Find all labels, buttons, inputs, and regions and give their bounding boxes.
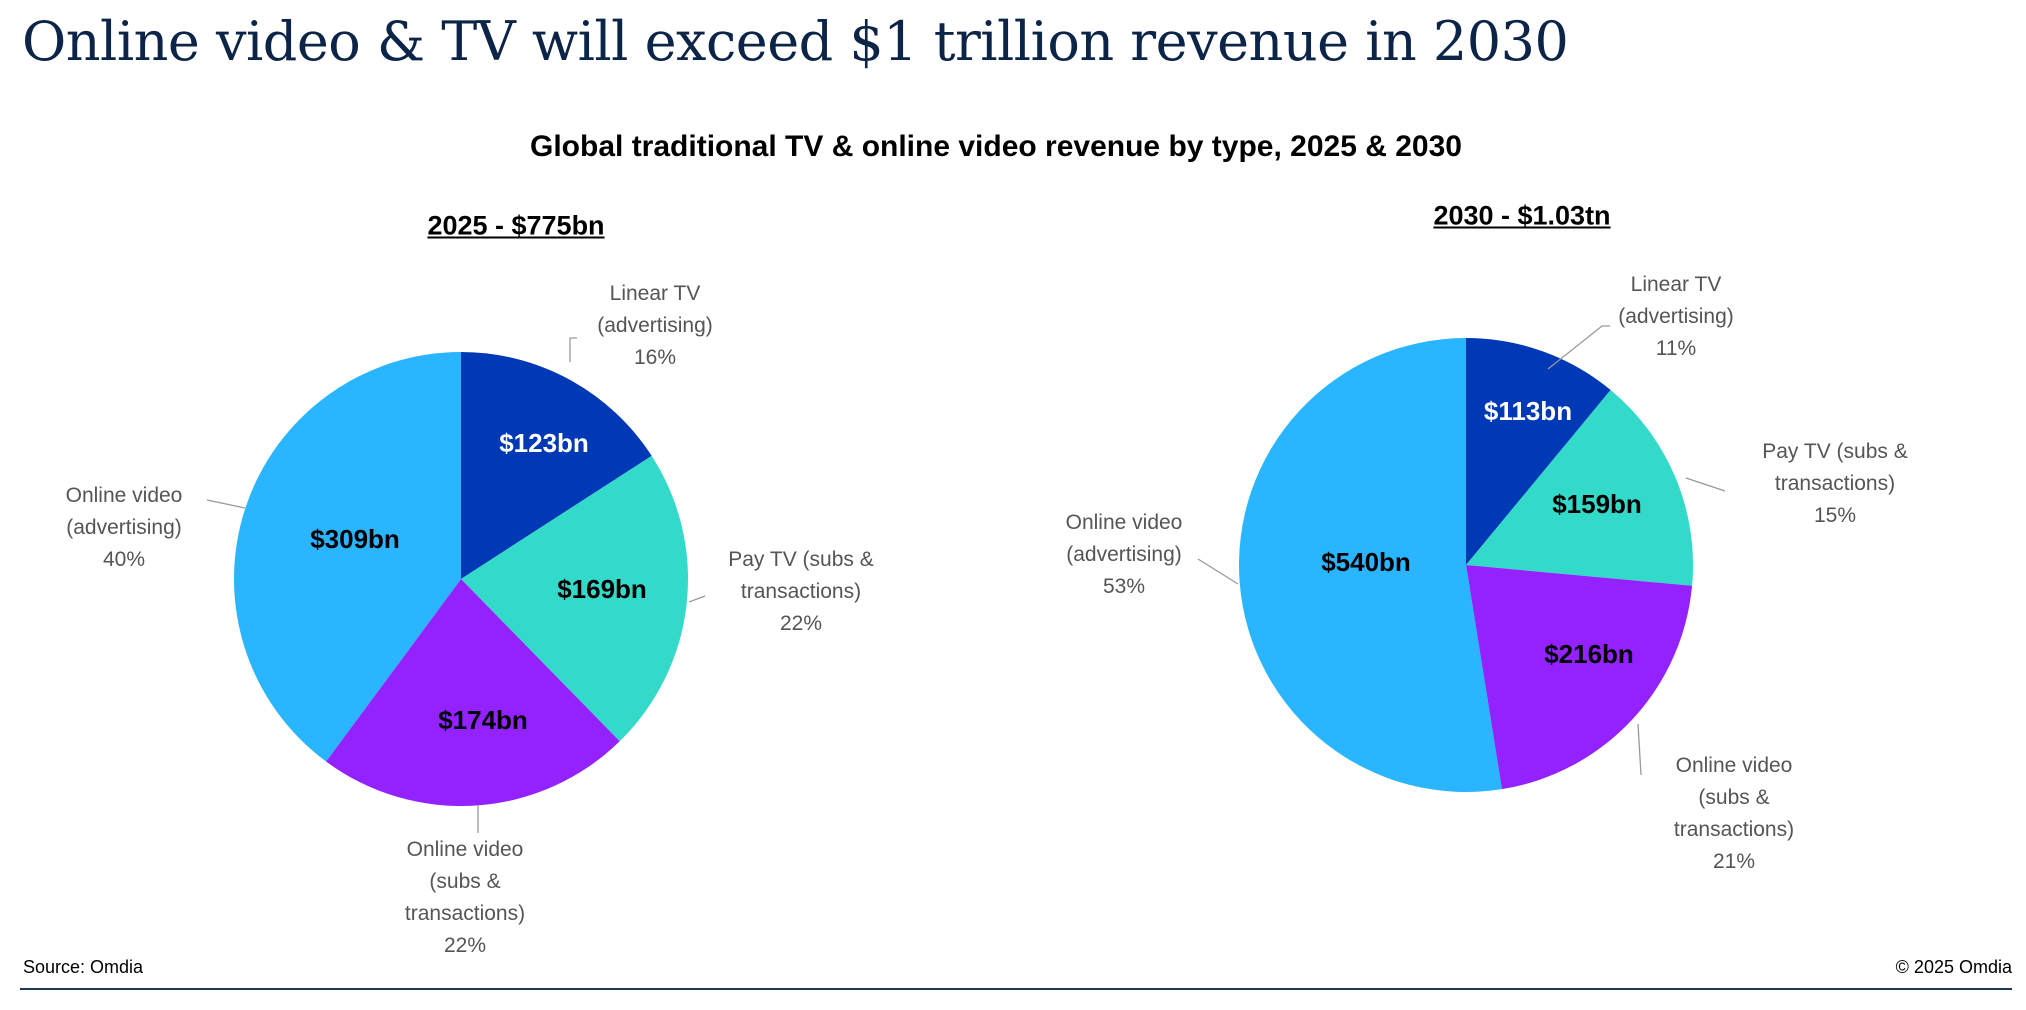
category-label: transactions) bbox=[1775, 472, 1895, 495]
category-label: (advertising) bbox=[1618, 305, 1734, 328]
leader-line bbox=[688, 595, 706, 603]
pie-slice bbox=[1239, 337, 1502, 792]
data-label: $309bn bbox=[310, 524, 400, 554]
category-label: 21% bbox=[1713, 850, 1755, 873]
leader-line bbox=[569, 337, 577, 362]
leader-line bbox=[1685, 477, 1726, 492]
data-label: $159bn bbox=[1552, 489, 1642, 519]
category-label: Online video bbox=[66, 484, 183, 507]
category-label: (advertising) bbox=[597, 314, 713, 337]
category-label: Linear TV bbox=[610, 282, 701, 305]
data-label: $216bn bbox=[1544, 639, 1634, 669]
source-note: Source: Omdia bbox=[23, 957, 144, 977]
pie-slice bbox=[461, 455, 688, 742]
category-label: 53% bbox=[1103, 575, 1145, 598]
category-label: transactions) bbox=[1674, 818, 1794, 841]
category-label: Pay TV (subs & bbox=[1762, 440, 1908, 463]
data-label: $169bn bbox=[557, 574, 647, 604]
data-label: $174bn bbox=[438, 705, 528, 735]
category-label: (subs & bbox=[429, 870, 500, 893]
category-label: Online video bbox=[407, 838, 524, 861]
category-label: (advertising) bbox=[66, 516, 182, 539]
leader-line bbox=[1547, 325, 1610, 370]
category-label: 22% bbox=[444, 934, 486, 957]
leader-line bbox=[1197, 558, 1239, 585]
copyright: © 2025 Omdia bbox=[1895, 957, 2012, 977]
page-title: Online video & TV will exceed $1 trillio… bbox=[22, 10, 1569, 73]
category-label: 16% bbox=[634, 346, 676, 369]
category-label: transactions) bbox=[405, 902, 525, 925]
pie-title-2030: 2030 - $1.03tn bbox=[1433, 200, 1611, 231]
pie-slice bbox=[1466, 565, 1693, 790]
category-label: 22% bbox=[780, 612, 822, 635]
pie-slice bbox=[1466, 390, 1693, 586]
pie-title-2025: 2025 - $775bn bbox=[427, 210, 605, 241]
chart-title: Global traditional TV & online video rev… bbox=[530, 130, 1462, 163]
category-label: Online video bbox=[1066, 511, 1183, 534]
category-label: Linear TV bbox=[1631, 273, 1722, 296]
leader-line bbox=[1637, 723, 1642, 776]
pie-slice bbox=[1466, 338, 1611, 565]
category-label: 11% bbox=[1656, 337, 1696, 360]
category-label: Pay TV (subs & bbox=[728, 548, 874, 571]
category-label: (subs & bbox=[1698, 786, 1769, 809]
footer-divider bbox=[20, 988, 2012, 990]
category-label: 15% bbox=[1814, 504, 1856, 527]
pie-slice bbox=[234, 352, 461, 762]
pie-slice bbox=[326, 579, 620, 806]
data-label: $540bn bbox=[1321, 547, 1411, 577]
data-label: $123bn bbox=[499, 428, 589, 458]
data-label: $113bn bbox=[1484, 396, 1572, 426]
pie-slice bbox=[461, 352, 652, 579]
category-label: 40% bbox=[103, 548, 145, 571]
category-label: transactions) bbox=[741, 580, 861, 603]
category-label: (advertising) bbox=[1066, 543, 1182, 566]
category-label: Online video bbox=[1676, 754, 1793, 777]
leader-line bbox=[206, 499, 246, 509]
